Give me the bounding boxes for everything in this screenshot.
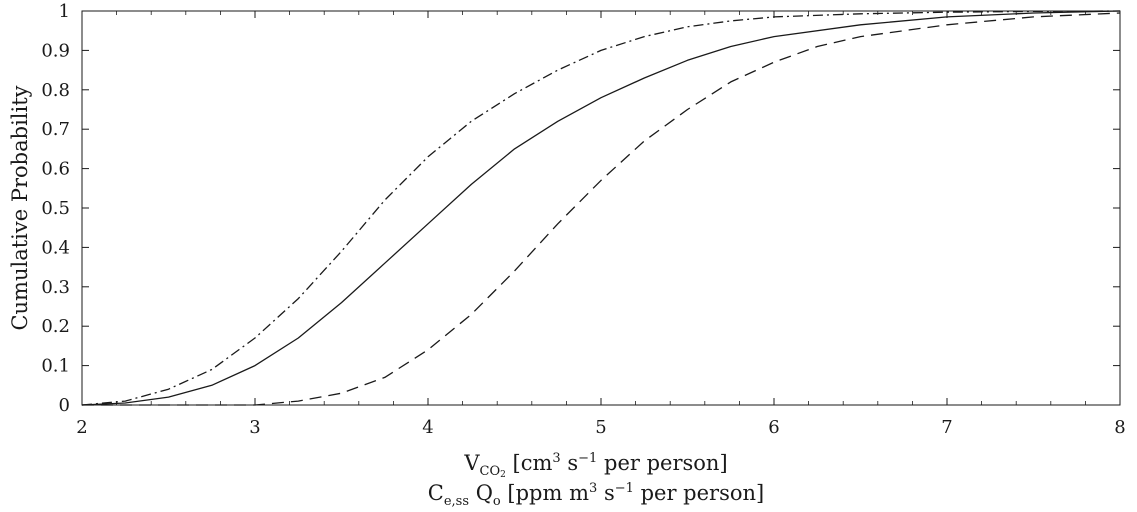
x-axis-title-line-2: Ce,ss Qo [ppm m3 s−1 per person] <box>428 481 764 509</box>
x-title-1-var-sub2: 2 <box>500 470 506 480</box>
y-tick-label: 0.1 <box>41 356 70 377</box>
x-title-1-unit-b-sup: −1 <box>578 451 597 466</box>
x-tick-label: 2 <box>76 417 87 438</box>
x-title-2-var2-sub: o <box>493 494 501 509</box>
y-tick-label: 0.3 <box>41 277 70 298</box>
x-tick-label: 6 <box>768 417 779 438</box>
y-tick-label: 0.8 <box>41 80 70 101</box>
x-title-2-var-sub: e,ss <box>444 494 469 509</box>
x-tick-label: 3 <box>249 417 260 438</box>
x-title-2-unit-b: s <box>597 481 614 505</box>
y-tick-label: 0.2 <box>41 316 70 337</box>
y-tick-label: 0 <box>59 395 70 416</box>
x-title-1-var-sub: CO <box>480 464 501 479</box>
x-title-1-var: V <box>463 451 480 475</box>
y-tick-label: 0.7 <box>41 119 70 140</box>
x-title-2-unit-c: per person] <box>634 481 764 505</box>
x-title-2-var: C <box>428 481 444 505</box>
y-tick-label: 0.9 <box>41 40 70 61</box>
x-title-1-unit-a: [cm <box>506 451 553 475</box>
y-tick-label: 0.6 <box>41 159 70 180</box>
x-title-1-unit-c: per person] <box>597 451 727 475</box>
y-axis-title: Cumulative Probability <box>8 85 32 330</box>
x-title-2-unit-b-sup: −1 <box>615 481 634 496</box>
x-title-2-unit-a-sup: 3 <box>589 481 597 496</box>
x-title-1-unit-a-sup: 3 <box>552 451 560 466</box>
x-title-2-unit-a: [ppm m <box>501 481 589 505</box>
y-tick-label: 1 <box>59 1 70 22</box>
series-line-dashed <box>82 12 1121 406</box>
series-line-solid <box>81 10 1121 406</box>
x-tick-label: 5 <box>595 417 606 438</box>
series-line-dash-dot <box>81 10 1121 406</box>
x-tick-label: 8 <box>1114 417 1125 438</box>
y-tick-label: 0.5 <box>41 198 70 219</box>
x-axis-title-line-1: VCO2 [cm3 s−1 per person] <box>463 451 727 480</box>
plot-frame <box>81 10 1121 406</box>
x-tick-label: 4 <box>422 417 433 438</box>
x-title-1-unit-b: s <box>561 451 578 475</box>
x-title-2-var2: Q <box>469 481 493 505</box>
x-tick-label: 7 <box>941 417 952 438</box>
y-tick-label: 0.4 <box>41 237 70 258</box>
